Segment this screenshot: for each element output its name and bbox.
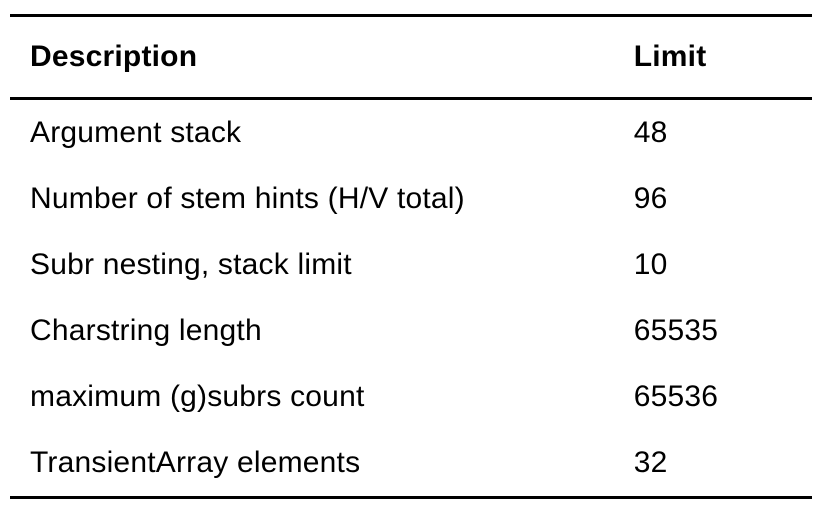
row-description: maximum (g)subrs count [30, 380, 365, 413]
table-row: Subr nesting, stack limit 10 [10, 232, 812, 298]
column-header-description: Description [10, 15, 634, 100]
row-limit-value: 65536 [633, 380, 719, 413]
table-row: maximum (g)subrs count 65536 [10, 364, 812, 430]
row-limit-value: 65535 [633, 314, 719, 347]
row-description: Charstring length [30, 314, 262, 347]
column-header-limit: Limit [633, 15, 812, 100]
table-body: Argument stack 48 Number of stem hints (H/… [10, 99, 812, 498]
row-limit-value: 48 [633, 116, 668, 149]
row-description: TransientArray elements [30, 446, 361, 479]
table-row: TransientArray elements 32 [10, 430, 812, 498]
table-row: Number of stem hints (H/V total) 96 [10, 166, 812, 232]
row-description: Number of stem hints (H/V total) [30, 182, 465, 215]
row-limit-value: 96 [633, 182, 668, 215]
table-header-row: Description Limit [10, 15, 812, 100]
limits-table: Description Limit Argument stack 48 Number… [10, 14, 812, 499]
row-description: Subr nesting, stack limit [30, 248, 352, 281]
row-description: Argument stack [30, 116, 242, 149]
table-row: Charstring length 65535 [10, 298, 812, 364]
row-limit-value: 32 [633, 446, 668, 479]
row-limit-value: 10 [633, 248, 668, 281]
table-row: Argument stack 48 [10, 99, 812, 167]
